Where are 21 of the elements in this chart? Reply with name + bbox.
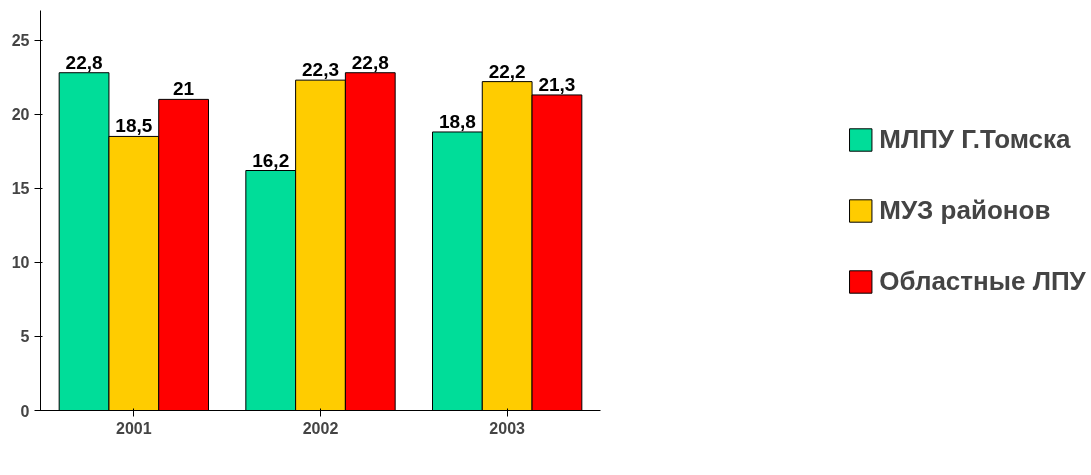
data-label: 22,3 — [302, 59, 339, 81]
data-label: 18,5 — [115, 115, 153, 137]
y-tick-label: 0 — [20, 402, 30, 420]
y-tick-label: 5 — [20, 328, 30, 346]
y-tick-label: 25 — [11, 32, 30, 50]
data-label: 18,8 — [438, 110, 476, 132]
data-label: 22,8 — [351, 51, 389, 73]
data-label: 21 — [173, 78, 195, 100]
data-label: 22,2 — [488, 60, 526, 82]
x-tick-label: 2003 — [489, 419, 526, 437]
y-tick-label: 15 — [11, 180, 30, 198]
x-tick-label: 2002 — [302, 419, 339, 437]
y-tick-label: 10 — [11, 254, 30, 272]
x-tick-label: 2001 — [116, 419, 152, 437]
data-label: 22,8 — [65, 51, 103, 73]
legend-label: Областные ЛПУ — [879, 265, 1086, 297]
data-label: 16,2 — [252, 149, 290, 171]
y-tick-label: 20 — [11, 106, 30, 124]
legend-label: МУЗ районов — [879, 194, 1051, 226]
data-label: 21,3 — [538, 73, 576, 95]
legend-label: МЛПУ Г.Томска — [879, 123, 1071, 155]
